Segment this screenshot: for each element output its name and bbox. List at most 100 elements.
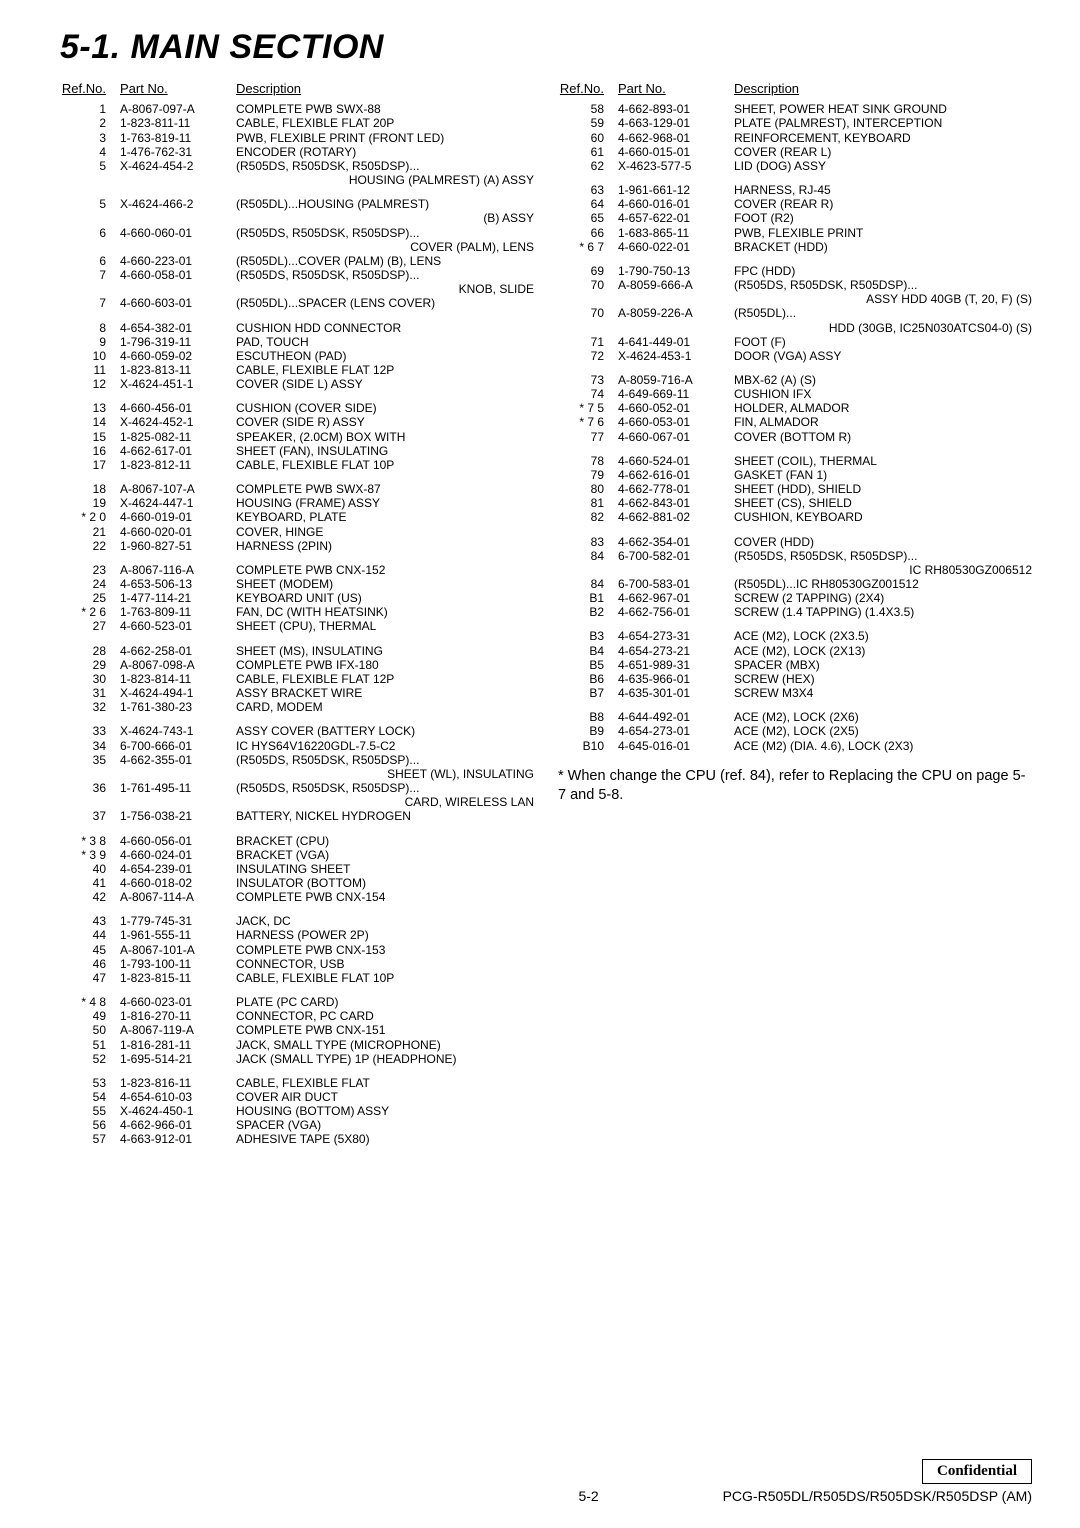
ref-cell: 9 [60, 335, 120, 349]
table-row: 346-700-666-01IC HYS64V16220GDL-7.5-C2 [60, 739, 534, 753]
partno-cell: 6-700-666-01 [120, 739, 236, 753]
ref-cell: 33 [60, 724, 120, 738]
ref-cell: 6 [60, 226, 120, 254]
partno-cell: 4-660-060-01 [120, 226, 236, 254]
ref-cell: 50 [60, 1023, 120, 1037]
ref-cell: 77 [558, 430, 618, 444]
desc-cell: CUSHION, KEYBOARD [734, 510, 1032, 524]
table-row: 64-660-060-01(R505DS, R505DSK, R505DSP).… [60, 226, 534, 254]
table-row: B34-654-273-31ACE (M2), LOCK (2X3.5) [558, 629, 1032, 643]
partno-cell: A-8067-116-A [120, 563, 236, 577]
partno-cell: 4-660-056-01 [120, 834, 236, 848]
group-gap [60, 824, 534, 834]
table-row: B24-662-756-01SCREW (1.4 TAPPING) (1.4X3… [558, 605, 1032, 619]
table-row: 834-662-354-01COVER (HDD) [558, 535, 1032, 549]
desc-cell: CONNECTOR, PC CARD [236, 1009, 534, 1023]
ref-cell: 60 [558, 131, 618, 145]
group-gap [558, 444, 1032, 454]
table-row: 714-641-449-01FOOT (F) [558, 335, 1032, 349]
table-row: 1A-8067-097-ACOMPLETE PWB SWX-88 [60, 102, 534, 116]
partno-cell: 4-662-258-01 [120, 644, 236, 658]
table-row: 846-700-582-01(R505DS, R505DSK, R505DSP)… [558, 549, 1032, 577]
partno-cell: 1-761-380-23 [120, 700, 236, 714]
table-row: * 4 84-660-023-01PLATE (PC CARD) [60, 995, 534, 1009]
partno-cell: 1-823-813-11 [120, 363, 236, 377]
desc-cell: BRACKET (HDD) [734, 240, 1032, 254]
ref-cell: 19 [60, 496, 120, 510]
partno-cell: A-8067-097-A [120, 102, 236, 116]
desc-cell: CABLE, FLEXIBLE FLAT 20P [236, 116, 534, 130]
desc-cell: IC HYS64V16220GDL-7.5-C2 [236, 739, 534, 753]
desc-cell: HARNESS, RJ-45 [734, 183, 1032, 197]
table-row: 74-660-058-01(R505DS, R505DSK, R505DSP).… [60, 268, 534, 296]
desc-cell: KEYBOARD UNIT (US) [236, 591, 534, 605]
table-row: 14X-4624-452-1COVER (SIDE R) ASSY [60, 415, 534, 429]
desc-cell: CABLE, FLEXIBLE FLAT 12P [236, 363, 534, 377]
group-gap [60, 187, 534, 197]
partno-cell: 4-660-603-01 [120, 296, 236, 310]
group-gap [558, 525, 1032, 535]
table-row: 744-649-669-11CUSHION IFX [558, 387, 1032, 401]
desc-cell: COVER (BOTTOM R) [734, 430, 1032, 444]
table-row: 12X-4624-451-1COVER (SIDE L) ASSY [60, 377, 534, 391]
ref-cell: 30 [60, 672, 120, 686]
table-row: 661-683-865-11PWB, FLEXIBLE PRINT [558, 226, 1032, 240]
group-gap [558, 173, 1032, 183]
table-row: 774-660-067-01COVER (BOTTOM R) [558, 430, 1032, 444]
ref-cell: 6 [60, 254, 120, 268]
partno-cell: X-4624-454-2 [120, 159, 236, 187]
desc-subline: HOUSING (PALMREST) (A) ASSY [236, 173, 534, 187]
desc-cell: SPACER (MBX) [734, 658, 1032, 672]
desc-cell: (R505DS, R505DSK, R505DSP)...CARD, WIREL… [236, 781, 534, 809]
ref-cell: 5 [60, 197, 120, 225]
desc-cell: (R505DL)...HOUSING (PALMREST)(B) ASSY [236, 197, 534, 225]
partno-cell: 1-960-827-51 [120, 539, 236, 553]
partno-cell: 4-660-019-01 [120, 510, 236, 524]
ref-cell: 46 [60, 957, 120, 971]
desc-cell: (R505DS, R505DSK, R505DSP)...HOUSING (PA… [236, 159, 534, 187]
ref-cell: 70 [558, 278, 618, 306]
partno-cell: 1-961-555-11 [120, 928, 236, 942]
ref-cell: B4 [558, 644, 618, 658]
desc-cell: FOOT (R2) [734, 211, 1032, 225]
desc-cell: PWB, FLEXIBLE PRINT (FRONT LED) [236, 131, 534, 145]
table-row: 631-961-661-12HARNESS, RJ-45 [558, 183, 1032, 197]
ref-cell: 66 [558, 226, 618, 240]
ref-cell: 7 [60, 268, 120, 296]
desc-cell: HOUSING (FRAME) ASSY [236, 496, 534, 510]
desc-cell: COVER (SIDE L) ASSY [236, 377, 534, 391]
desc-cell: CABLE, FLEXIBLE FLAT [236, 1076, 534, 1090]
table-row: 23A-8067-116-ACOMPLETE PWB CNX-152 [60, 563, 534, 577]
partno-cell: A-8059-666-A [618, 278, 734, 306]
table-row: * 7 64-660-053-01FIN, ALMADOR [558, 415, 1032, 429]
table-row: 804-662-778-01SHEET (HDD), SHIELD [558, 482, 1032, 496]
ref-cell: * 6 7 [558, 240, 618, 254]
partno-cell: 1-823-815-11 [120, 971, 236, 985]
desc-cell: (R505DS, R505DSK, R505DSP)...COVER (PALM… [236, 226, 534, 254]
desc-cell: CUSHION HDD CONNECTOR [236, 321, 534, 335]
table-row: 414-660-018-02INSULATOR (BOTTOM) [60, 876, 534, 890]
header-pn: Part No. [120, 81, 236, 102]
ref-cell: 24 [60, 577, 120, 591]
table-row: 64-660-223-01(R505DL)...COVER (PALM) (B)… [60, 254, 534, 268]
table-row: 104-660-059-02ESCUTHEON (PAD) [60, 349, 534, 363]
desc-cell: COMPLETE PWB CNX-151 [236, 1023, 534, 1037]
partno-cell: A-8067-098-A [120, 658, 236, 672]
partno-cell: 4-644-492-01 [618, 710, 734, 724]
group-gap [60, 311, 534, 321]
table-row: 321-761-380-23CARD, MODEM [60, 700, 534, 714]
table-row: 491-816-270-11CONNECTOR, PC CARD [60, 1009, 534, 1023]
desc-cell: COVER AIR DUCT [236, 1090, 534, 1104]
table-row: 84-654-382-01CUSHION HDD CONNECTOR [60, 321, 534, 335]
ref-cell: 61 [558, 145, 618, 159]
ref-cell: 3 [60, 131, 120, 145]
desc-cell: COMPLETE PWB CNX-154 [236, 890, 534, 904]
ref-cell: 16 [60, 444, 120, 458]
desc-cell: CUSHION IFX [734, 387, 1032, 401]
left-table: Ref.No. Part No. Description 1A-8067-097… [60, 81, 534, 1147]
group-gap [60, 985, 534, 995]
ref-cell: 28 [60, 644, 120, 658]
partno-cell: 4-663-129-01 [618, 116, 734, 130]
partno-cell: 4-654-273-31 [618, 629, 734, 643]
partno-cell: 4-662-355-01 [120, 753, 236, 781]
